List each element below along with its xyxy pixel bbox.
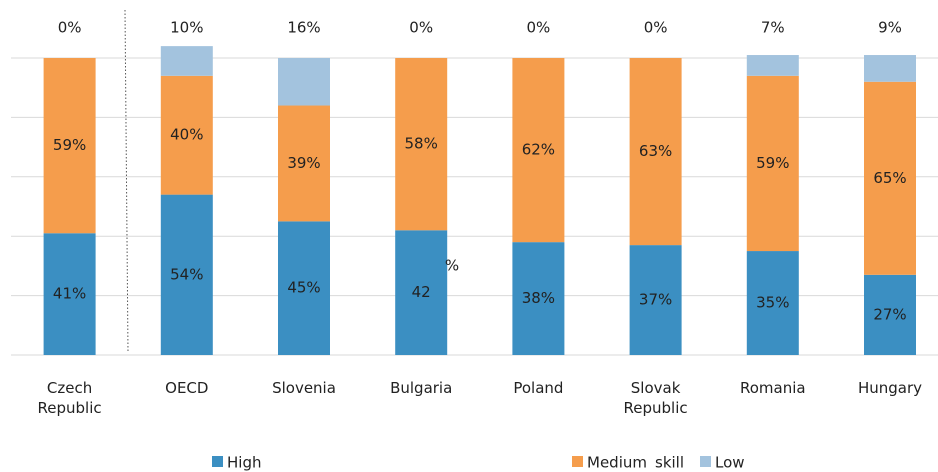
bar-segment [43,58,96,234]
data-label: 0% [409,19,433,37]
bar-segment [278,221,330,355]
legend-label: High [227,454,261,472]
bar-segment [746,55,799,76]
legend-note: skill [655,454,684,472]
bar-segment [864,81,916,275]
bar-segment [864,274,916,355]
data-label: 65% [873,169,906,187]
x-tick-label: OECD [165,379,209,397]
data-label: 10% [170,19,203,37]
data-label: 41% [53,285,86,303]
x-tick-label: Hungary [857,379,923,397]
data-label: 63% [639,142,672,160]
bar-segment [864,55,916,82]
data-label: 0% [527,19,551,37]
data-label: 62% [522,141,555,159]
legend-label: Low [715,454,745,472]
x-tick-label: Slovenia [272,379,336,397]
legend-swatch [700,456,711,467]
data-label: 0% [644,19,668,37]
data-label: 35% [756,294,789,312]
bar-segment [512,58,565,243]
x-tick-label: Romania [739,379,806,397]
data-label: 27% [873,305,906,323]
x-tick-label: Bulgaria [390,379,453,397]
data-label: 37% [639,291,672,309]
bar-segment [629,245,682,355]
data-label: 54% [170,265,203,283]
legend-label: Medium [587,454,647,472]
data-label: 7% [761,19,785,37]
x-tick-label: Poland [513,379,564,397]
data-label: 38% [522,289,555,307]
bar-segment [160,75,213,195]
data-label: 0% [58,19,82,37]
bar-segment [43,233,96,355]
separator [124,9,129,353]
x-tick-label: Czech Republic [37,379,102,417]
bar-segment [395,58,448,231]
annotation: % [445,257,459,275]
bar-segment [278,58,330,106]
x-tick-label: Slovak Republic [623,379,688,417]
data-label: 39% [287,154,320,172]
data-label: 42 [412,283,431,301]
legend-swatch [572,456,583,467]
bar-segment [395,230,448,355]
bar-segment [512,242,565,355]
bar-segment [160,194,213,355]
data-label: 58% [405,135,438,153]
data-label: 40% [170,126,203,144]
bar-segment [746,251,799,355]
data-label: 9% [878,19,902,37]
data-label: 59% [53,136,86,154]
data-label: 59% [756,154,789,172]
legend-swatch [212,456,223,467]
bar-segment [160,46,213,76]
bar-segment [746,75,799,252]
bar-segment [629,58,682,246]
data-label: 16% [287,19,320,37]
bar-segment [278,105,330,222]
data-label: 45% [287,279,320,297]
